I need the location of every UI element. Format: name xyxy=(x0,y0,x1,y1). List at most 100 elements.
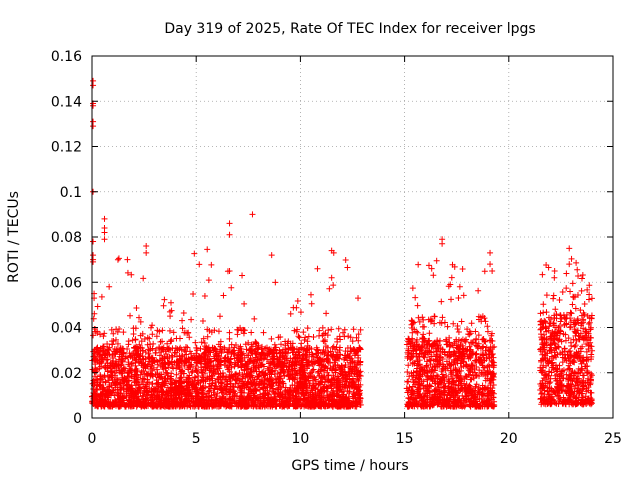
data-point xyxy=(350,345,357,352)
data-point xyxy=(480,371,487,378)
data-point xyxy=(240,327,247,334)
data-point xyxy=(269,376,276,383)
data-point xyxy=(101,351,108,358)
data-point xyxy=(144,334,151,341)
data-point xyxy=(182,359,189,366)
data-point xyxy=(140,275,147,282)
data-point xyxy=(351,346,358,353)
data-point xyxy=(334,362,341,369)
data-point xyxy=(91,350,98,357)
data-point xyxy=(242,360,249,367)
data-point xyxy=(104,346,111,353)
data-point xyxy=(225,386,232,393)
data-point xyxy=(553,368,560,375)
data-point xyxy=(143,383,150,390)
data-point xyxy=(489,373,496,380)
data-point xyxy=(446,343,453,350)
data-point xyxy=(412,394,419,401)
data-point xyxy=(184,392,191,399)
data-point xyxy=(178,383,185,390)
data-point xyxy=(456,396,463,403)
data-point xyxy=(274,356,281,363)
data-point xyxy=(184,379,191,386)
data-point xyxy=(189,381,196,388)
data-point xyxy=(194,369,201,376)
data-point xyxy=(346,353,353,360)
data-point xyxy=(407,340,414,347)
data-point xyxy=(424,358,431,365)
data-point xyxy=(357,401,364,408)
data-point xyxy=(162,391,169,398)
data-point xyxy=(489,359,496,366)
data-point xyxy=(337,336,344,343)
data-point xyxy=(106,383,113,390)
data-point xyxy=(224,356,231,363)
data-point xyxy=(479,351,486,358)
data-point xyxy=(339,402,346,409)
data-point xyxy=(226,346,233,353)
data-point xyxy=(305,333,312,340)
data-point xyxy=(344,264,351,271)
data-point xyxy=(208,261,215,268)
data-point xyxy=(585,321,592,328)
data-point xyxy=(172,377,179,384)
data-point xyxy=(349,359,356,366)
data-point xyxy=(137,318,144,325)
data-point xyxy=(552,306,559,313)
data-point xyxy=(310,334,317,341)
data-point xyxy=(212,357,219,364)
data-point xyxy=(202,360,209,367)
data-point xyxy=(166,398,173,405)
data-point xyxy=(467,397,474,404)
data-point xyxy=(324,352,331,359)
data-point xyxy=(270,361,277,368)
data-point xyxy=(208,382,215,389)
data-point xyxy=(198,364,205,371)
data-point xyxy=(445,389,452,396)
data-point xyxy=(270,350,277,357)
data-point xyxy=(140,375,147,382)
data-point xyxy=(199,402,206,409)
data-point xyxy=(168,358,175,365)
data-point xyxy=(125,386,132,393)
data-point xyxy=(210,362,217,369)
data-point xyxy=(427,389,434,396)
data-point xyxy=(294,298,301,305)
data-point xyxy=(93,402,100,409)
data-point xyxy=(188,316,195,323)
data-point xyxy=(468,376,475,383)
data-point xyxy=(276,373,283,380)
data-point xyxy=(443,336,450,343)
data-point xyxy=(137,400,144,407)
data-point xyxy=(93,394,100,401)
data-point xyxy=(466,371,473,378)
data-point xyxy=(566,324,573,331)
data-point xyxy=(116,349,123,356)
data-point xyxy=(415,381,422,388)
data-point xyxy=(302,351,309,358)
data-point xyxy=(266,400,273,407)
data-point xyxy=(201,339,208,346)
data-point xyxy=(198,389,205,396)
data-point xyxy=(583,340,590,347)
data-point xyxy=(450,320,457,327)
data-point xyxy=(258,376,265,383)
data-point xyxy=(454,344,461,351)
data-point xyxy=(192,399,199,406)
data-point xyxy=(424,376,431,383)
data-point xyxy=(161,400,168,407)
data-point xyxy=(408,339,415,346)
data-point xyxy=(165,346,172,353)
data-point xyxy=(276,347,283,354)
data-point xyxy=(460,402,467,409)
data-point xyxy=(427,357,434,364)
data-point xyxy=(537,318,544,325)
data-point xyxy=(287,345,294,352)
data-point xyxy=(326,285,333,292)
data-point xyxy=(469,349,476,356)
data-point xyxy=(94,386,101,393)
data-point xyxy=(90,332,97,339)
data-point xyxy=(135,352,142,359)
data-point xyxy=(112,336,119,343)
data-point xyxy=(191,352,198,359)
